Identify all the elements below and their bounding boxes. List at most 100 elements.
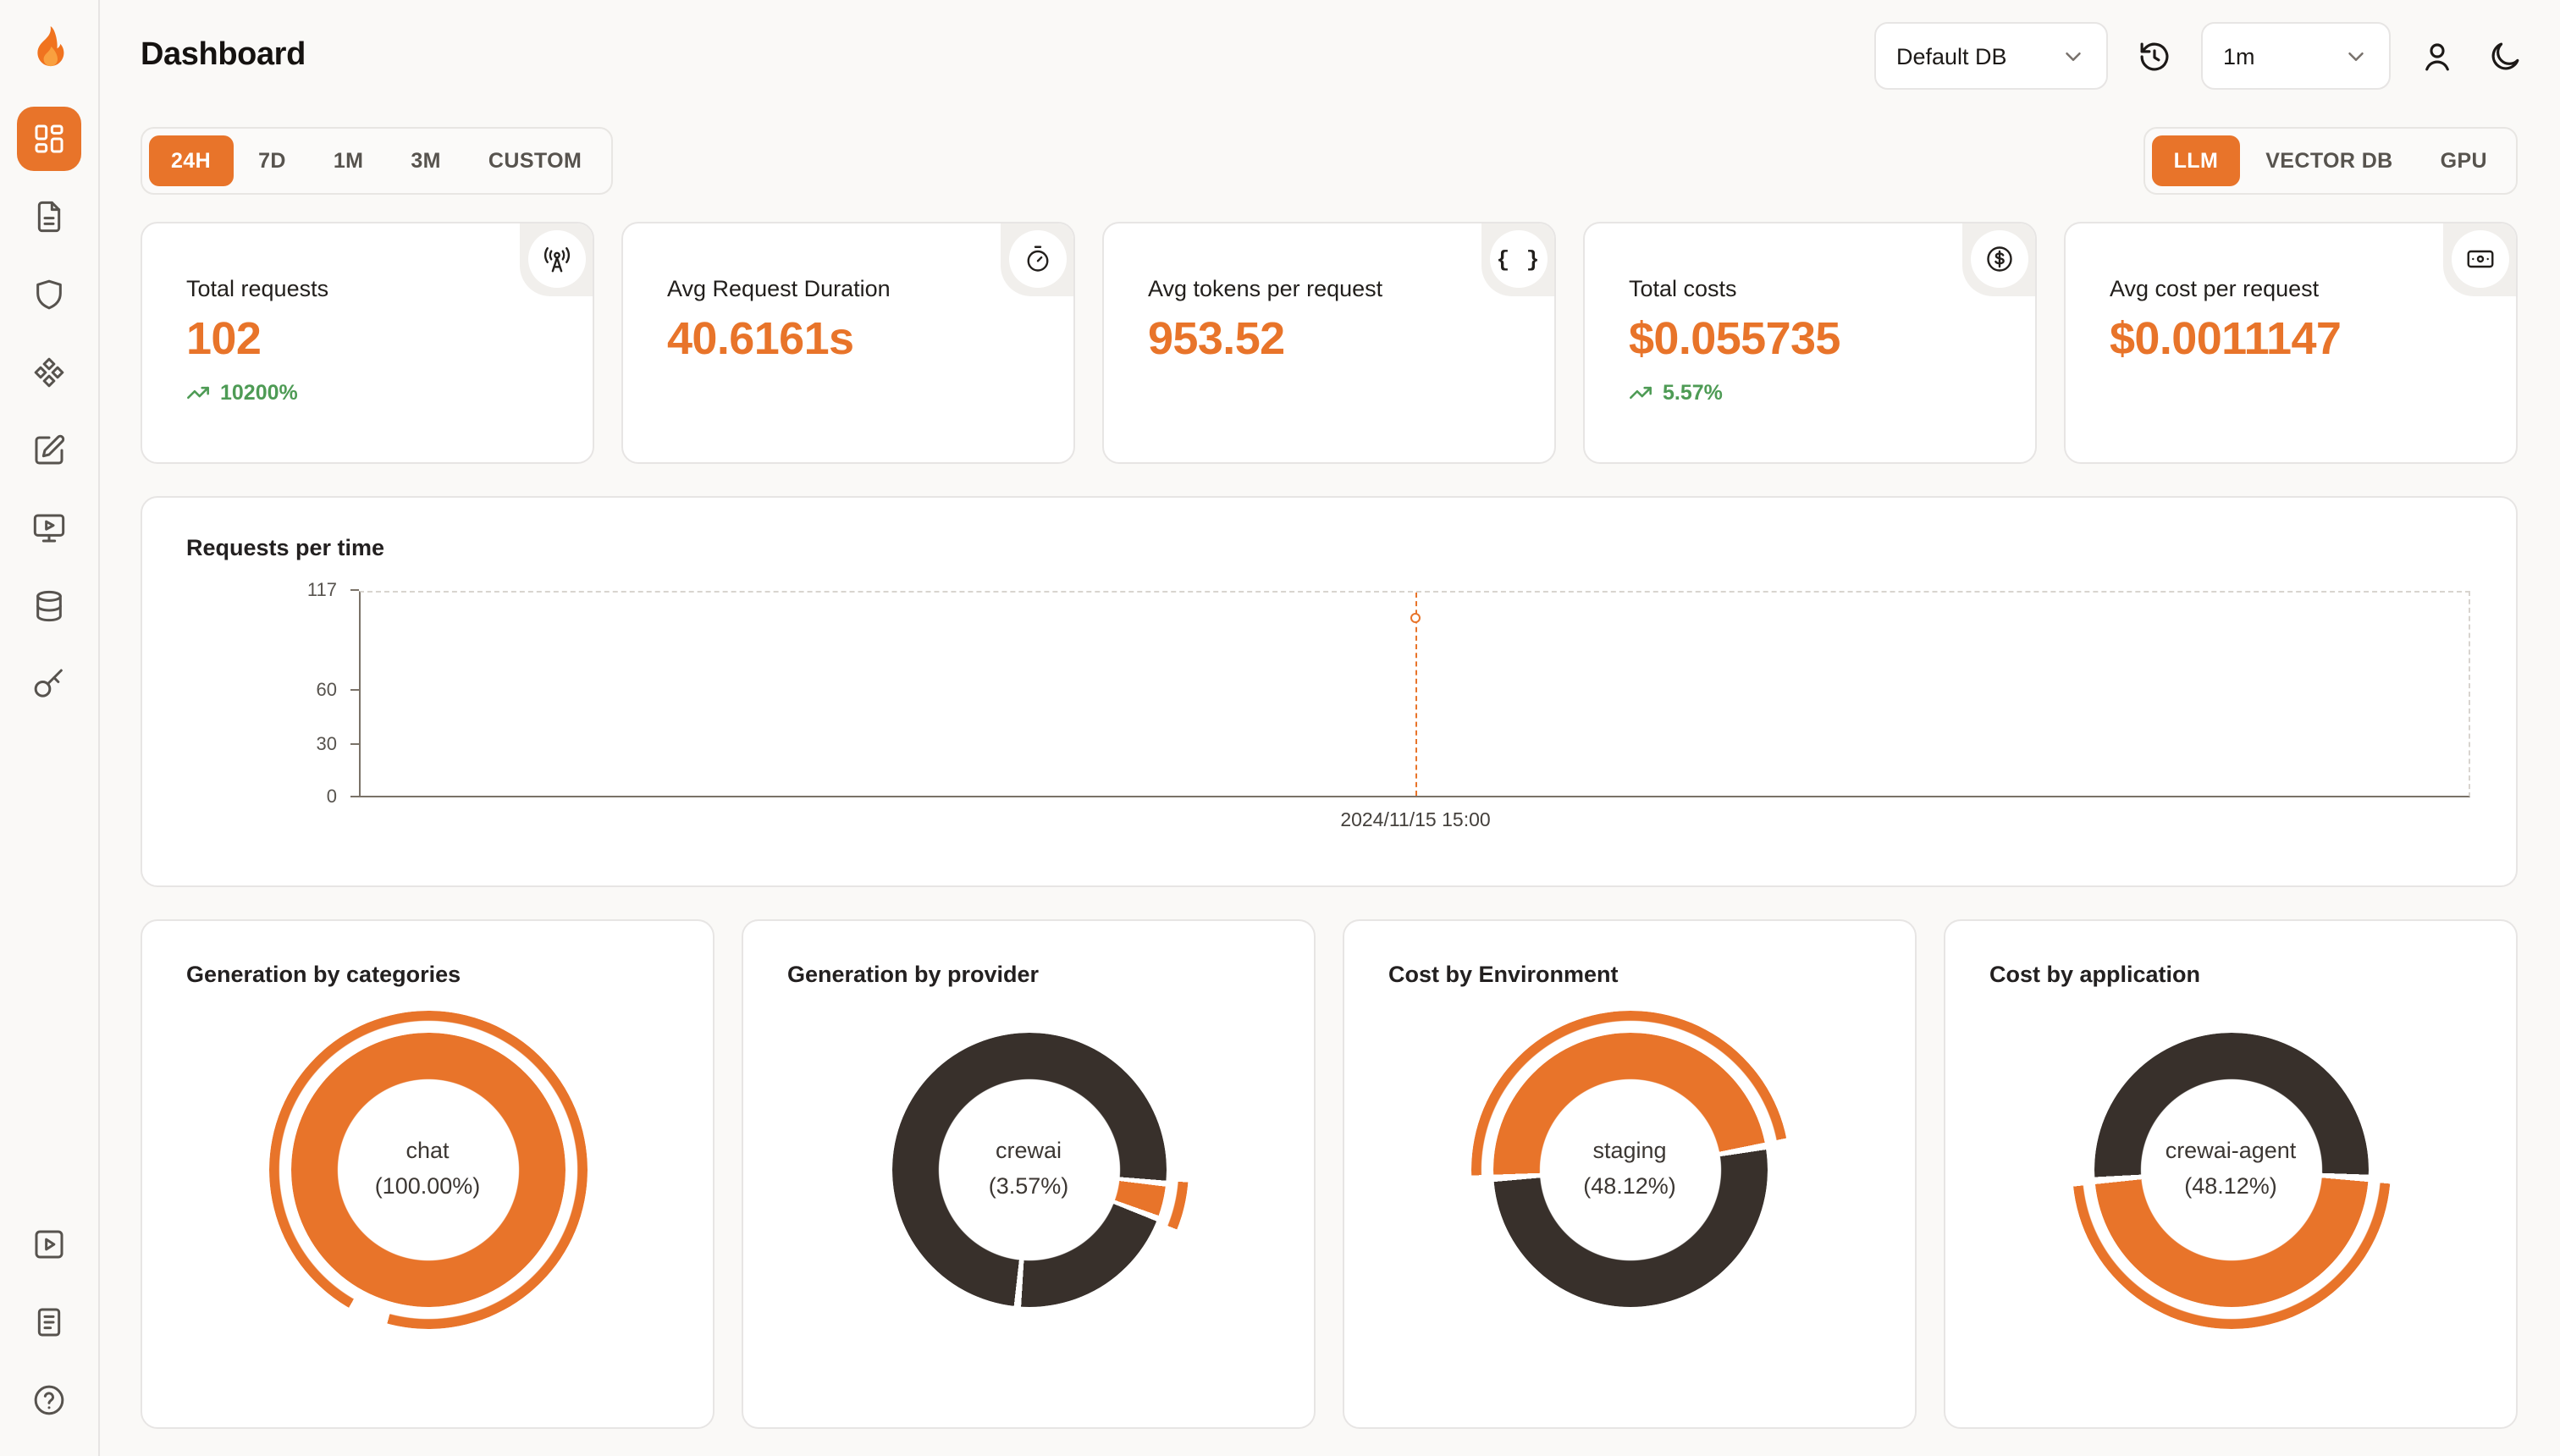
tab-1m[interactable]: 1M (312, 135, 386, 186)
stat-card-total-costs: Total costs $0.055735 5.57% (1583, 222, 2037, 464)
banknote-icon (2452, 230, 2509, 288)
database-select[interactable]: Default DB (1874, 22, 2108, 90)
tab-vector-db[interactable]: VECTOR DB (2243, 135, 2414, 186)
chart-title: Generation by provider (787, 962, 1040, 987)
sidebar-nav (17, 107, 81, 716)
stat-delta: 10200% (186, 381, 549, 405)
donut-ring (2094, 1033, 2368, 1307)
plot-area (359, 591, 2470, 797)
topbar-controls: Default DB 1m (1874, 22, 2526, 90)
app-logo flame-icon (25, 22, 73, 69)
stat-card-avg-cost-per-request: Avg cost per request $0.0011147 (2064, 222, 2518, 464)
topbar: Dashboard Default DB 1m (100, 0, 2560, 95)
interval-select-value: 1m (2223, 43, 2255, 69)
badge-dollar-icon (1971, 230, 2028, 288)
tab-3m[interactable]: 3M (389, 135, 463, 186)
card-corner (1962, 223, 2035, 296)
cost-by-application-card: Cost by application crewai-agent (48.12%… (1944, 919, 2518, 1429)
stat-value: 102 (186, 313, 262, 364)
card-corner (1001, 223, 1073, 296)
sidebar-item-api-keys[interactable] (17, 652, 81, 716)
marker-line (1415, 593, 1416, 796)
document-icon (37, 1308, 61, 1337)
tab-7d[interactable]: 7D (236, 135, 308, 186)
tab-24h[interactable]: 24H (149, 135, 234, 186)
sidebar-item-dashboard[interactable] (17, 107, 81, 171)
sidebar-item-evaluations[interactable] (17, 418, 81, 483)
square-play-icon (35, 1230, 63, 1259)
donut-chart-categories: chat (100.00%) (268, 1011, 587, 1329)
chart-title: Cost by Environment (1388, 962, 1619, 987)
interval-select[interactable]: 1m (2201, 22, 2391, 90)
monitor-play-icon (33, 514, 65, 543)
dashboard-content: 24H 7D 1M 3M CUSTOM LLM VECTOR DB GPU (100, 95, 2560, 1456)
stats-row: Total requests 102 10200% Avg Request Du… (141, 222, 2518, 464)
sidebar-item-requests[interactable] (17, 185, 81, 249)
stat-card-total-requests: Total requests 102 10200% (141, 222, 594, 464)
database-icon (36, 590, 62, 622)
donut-chart-application: crewai-agent (48.12%) (2072, 1011, 2390, 1329)
trending-up-icon (1630, 386, 1652, 400)
sidebar-item-openground[interactable] (17, 496, 81, 560)
refresh-history-button[interactable] (2133, 35, 2176, 77)
key-icon (34, 669, 63, 698)
donut-center-label: crewai-agent (48.12%) (2165, 1138, 2297, 1199)
sidebar-item-documentation[interactable] (17, 1290, 81, 1354)
x-axis-label: 2024/11/15 15:00 (1340, 811, 1491, 831)
trending-up-icon (187, 386, 209, 400)
donut-row: Generation by categories chat (100.00%) … (141, 919, 2518, 1429)
chevron-down-icon (2343, 43, 2369, 69)
stat-label: Total costs (1629, 276, 1737, 301)
sidebar-item-databases[interactable] (17, 574, 81, 638)
chart-title: Generation by categories (186, 962, 461, 987)
sidebar-bottom-nav (17, 1212, 81, 1432)
tab-custom[interactable]: CUSTOM (466, 135, 604, 186)
stat-label: Avg tokens per request (1148, 276, 1383, 301)
stat-value: 40.6161s (667, 313, 854, 364)
timer-icon (1009, 230, 1067, 288)
sidebar-item-prompt-hub[interactable] (17, 340, 81, 405)
donut-ring (290, 1033, 565, 1307)
stat-delta: 5.57% (1629, 381, 1991, 405)
card-corner: { } (1481, 223, 1554, 296)
donut-chart-environment: staging (48.12%) (1470, 1011, 1789, 1329)
sidebar-item-getting-started[interactable] (17, 1212, 81, 1277)
stat-label: Total requests (186, 276, 329, 301)
file-icon (37, 201, 61, 233)
requests-per-time-card: Requests per time 0 30 60 117 2024/11/15 15… (141, 496, 2518, 887)
stat-card-avg-tokens-per-request: { } Avg tokens per request 953.52 (1102, 222, 1556, 464)
tab-llm[interactable]: LLM (2151, 135, 2241, 186)
braces-icon: { } (1490, 230, 1548, 288)
stat-value: $0.0011147 (2110, 313, 2342, 364)
square-pen-icon (35, 434, 65, 465)
generation-by-provider-card: Generation by provider crewai (3.57%) (742, 919, 1316, 1429)
stat-value: 953.52 (1148, 313, 1285, 364)
donut-ring (891, 1033, 1166, 1307)
source-tabs: LLM VECTOR DB GPU (2143, 127, 2518, 195)
help-circle-icon (34, 1385, 64, 1415)
timer-reset-icon (2140, 41, 2169, 70)
donut-center-label: chat (100.00%) (374, 1138, 481, 1199)
sidebar-item-help[interactable] (17, 1368, 81, 1432)
theme-toggle-button[interactable] (2484, 35, 2526, 77)
radio-tower-icon (528, 230, 586, 288)
y-axis: 0 30 60 117 (186, 581, 359, 808)
requests-line-chart: 0 30 60 117 2024/11/15 15:00 (186, 581, 2472, 852)
page-title: Dashboard (141, 37, 306, 73)
donut-ring (1492, 1033, 1767, 1307)
donut-chart-provider: crewai (3.57%) (869, 1011, 1188, 1329)
generation-by-categories-card: Generation by categories chat (100.00%) (141, 919, 714, 1429)
data-point-marker (1410, 613, 1420, 624)
user-profile-button[interactable] (2416, 35, 2458, 77)
cost-by-environment-card: Cost by Environment staging (48.12%) (1343, 919, 1917, 1429)
card-corner (520, 223, 593, 296)
chart-title: Requests per time (186, 535, 385, 560)
sidebar-item-exceptions[interactable] (17, 262, 81, 327)
database-select-value: Default DB (1896, 43, 2007, 69)
moon-icon (2491, 41, 2519, 69)
dashboard-grid-icon (35, 124, 63, 153)
card-corner (2443, 223, 2516, 296)
tab-gpu[interactable]: GPU (2419, 135, 2509, 186)
shield-icon (36, 279, 62, 310)
